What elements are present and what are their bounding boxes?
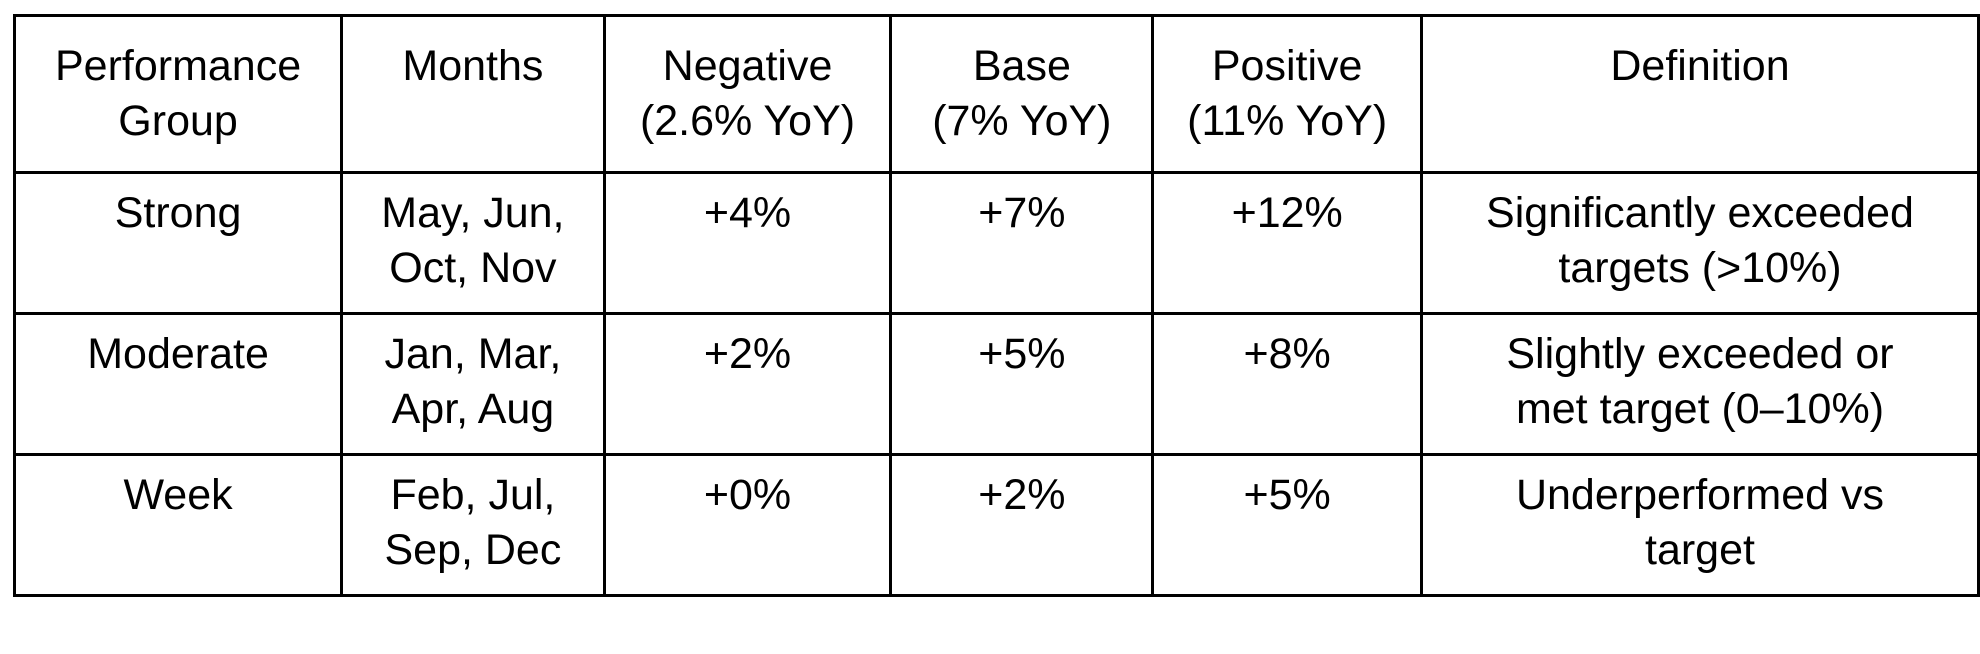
cell-group: Moderate xyxy=(12,312,344,456)
cell-negative: +0% xyxy=(602,453,893,597)
cell-months: Jan, Mar, Apr, Aug xyxy=(340,312,606,456)
header-base: Base (7% YoY) xyxy=(889,14,1155,174)
cell-base: +5% xyxy=(889,312,1155,456)
cell-definition: Slightly exceeded or met target (0–10%) xyxy=(1419,312,1980,456)
table-row: Week Feb, Jul, Sep, Dec +0% +2% +5% Unde… xyxy=(12,453,1980,597)
cell-group: Strong xyxy=(12,171,344,315)
cell-definition: Underperformed vs target xyxy=(1419,453,1980,597)
performance-table: Performance Group Months Negative (2.6% … xyxy=(12,14,1980,597)
header-positive: Positive (11% YoY) xyxy=(1151,14,1423,174)
cell-months: May, Jun, Oct, Nov xyxy=(340,171,606,315)
header-months: Months xyxy=(340,14,606,174)
cell-base: +2% xyxy=(889,453,1155,597)
cell-positive: +12% xyxy=(1151,171,1423,315)
cell-base: +7% xyxy=(889,171,1155,315)
cell-positive: +8% xyxy=(1151,312,1423,456)
table-row: Moderate Jan, Mar, Apr, Aug +2% +5% +8% … xyxy=(12,312,1980,456)
cell-positive: +5% xyxy=(1151,453,1423,597)
cell-months: Feb, Jul, Sep, Dec xyxy=(340,453,606,597)
header-definition: Definition xyxy=(1419,14,1980,174)
cell-definition: Significantly exceeded targets (>10%) xyxy=(1419,171,1980,315)
table-row: Strong May, Jun, Oct, Nov +4% +7% +12% S… xyxy=(12,171,1980,315)
table-header-row: Performance Group Months Negative (2.6% … xyxy=(12,14,1980,174)
performance-table-container: Performance Group Months Negative (2.6% … xyxy=(12,14,1980,597)
cell-negative: +2% xyxy=(602,312,893,456)
header-negative: Negative (2.6% YoY) xyxy=(602,14,893,174)
cell-negative: +4% xyxy=(602,171,893,315)
header-performance-group: Performance Group xyxy=(12,14,344,174)
cell-group: Week xyxy=(12,453,344,597)
